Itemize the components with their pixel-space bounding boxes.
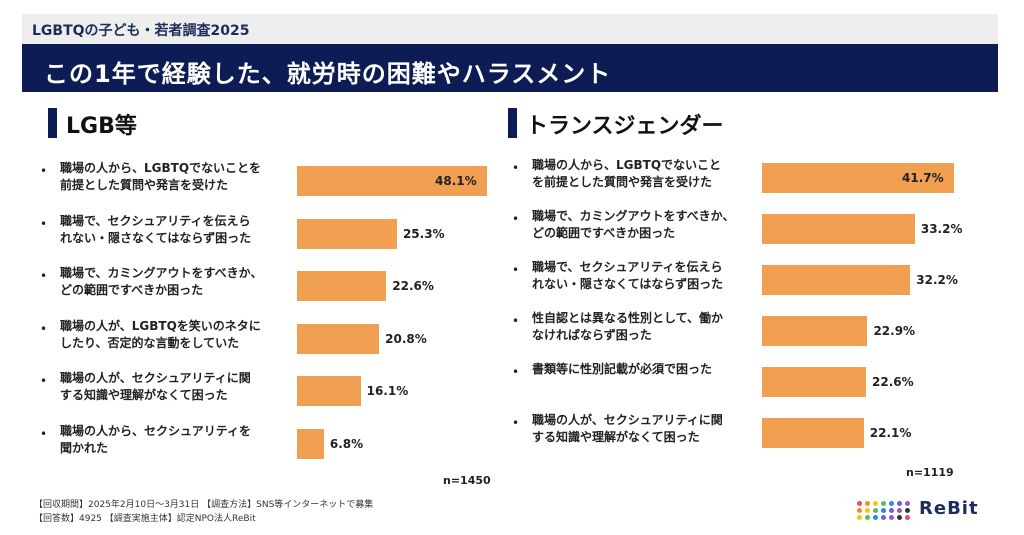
bar-1 [762, 214, 915, 244]
series-bar [22, 14, 998, 44]
logo-dot [865, 501, 870, 506]
category-label-2: 職場で、セクシュアリティを伝えら れない・隠さなくてはならず困った [532, 260, 724, 291]
bullet-3: • [40, 321, 48, 336]
logo-dot [897, 508, 902, 513]
section-marker-right [508, 108, 517, 138]
n-label-right: n=1119 [906, 466, 954, 479]
logo-dot [873, 501, 878, 506]
logo-dot [873, 515, 878, 520]
bar-3 [762, 316, 868, 346]
category-label-3: 性自認とは異なる性別として、働か なければならず困った [532, 311, 724, 342]
bar-0 [297, 166, 487, 196]
category-label-5: 職場の人が、セクシュアリティに関 する知識や理解がなくて困った [532, 413, 723, 444]
category-label-0: 職場の人から、LGBTQでないこと を前提とした質問や発言を受けた [532, 158, 722, 189]
category-label-4: 書類等に性別記載が必須で困った [532, 362, 713, 376]
value-label-1: 25.3% [402, 226, 445, 241]
value-label-0: 41.7% [902, 171, 944, 185]
value-label-0: 48.1% [435, 174, 477, 188]
category-label-3: 職場の人が、LGBTQを笑いのネタに したり、否定的な言動をしていた [60, 318, 261, 350]
logo-dot [897, 501, 902, 506]
value-label-3: 20.8% [385, 331, 427, 346]
page-title: この1年で経験した、就労時の困難やハラスメント [44, 60, 612, 88]
rebit-logo-dots-icon [857, 500, 913, 520]
bullet-2: • [40, 269, 48, 283]
bar-5 [297, 428, 324, 459]
bullet-5: • [40, 426, 48, 441]
logo-dot [857, 508, 862, 513]
section-title-right: トランスジェンダー [526, 114, 724, 139]
bar-0 [762, 163, 954, 193]
section-marker-left [48, 108, 57, 138]
value-label-4: 22.6% [872, 375, 914, 389]
logo-dot [889, 501, 894, 506]
bar-1 [297, 218, 397, 249]
bar-5 [762, 418, 864, 448]
bullet-1: • [40, 216, 48, 231]
logo-dot [881, 515, 886, 520]
logo-dot [889, 515, 894, 520]
value-label-5: 22.1% [869, 426, 912, 440]
logo-dot [857, 501, 862, 506]
bullet-0: • [512, 161, 520, 175]
section-title-left: LGB等 [66, 114, 137, 139]
category-label-1: 職場で、カミングアウトをすべきか、 どの範囲ですべきか困った [532, 209, 735, 240]
survey-count-note: 【回答数】4925 【調査実施主体】認定NPO法人ReBit [34, 514, 256, 524]
series-title: LGBTQの子ども・若者調査2025 [32, 23, 250, 39]
category-label-1: 職場で、セクシュアリティを伝えら れない・隠さなくてはならず困った [60, 213, 252, 245]
bar-4 [762, 367, 867, 397]
value-label-2: 32.2% [916, 273, 958, 287]
logo-dot [881, 508, 886, 513]
bullet-0: • [40, 164, 48, 178]
bullet-4: • [512, 365, 520, 379]
logo-dot [905, 515, 910, 520]
bullet-1: • [512, 212, 520, 226]
value-label-2: 22.6% [392, 279, 434, 293]
category-label-2: 職場で、カミングアウトをすべきか、 どの範囲ですべきか困った [60, 266, 263, 297]
logo-dot [857, 515, 862, 520]
n-label-left: n=1450 [443, 474, 491, 487]
bullet-5: • [512, 416, 520, 430]
value-label-3: 22.9% [873, 324, 916, 338]
bar-2 [297, 271, 387, 301]
value-label-1: 33.2% [920, 222, 963, 236]
logo-dot [881, 501, 886, 506]
bar-3 [297, 323, 380, 354]
rebit-logo: ReBit [857, 498, 997, 520]
bar-4 [297, 376, 361, 406]
bullet-3: • [512, 314, 520, 328]
logo-dot [889, 508, 894, 513]
category-label-4: 職場の人が、セクシュアリティに関 する知識や理解がなくて困った [60, 371, 251, 402]
bullet-4: • [40, 374, 48, 388]
logo-dot [865, 508, 870, 513]
category-label-5: 職場の人から、セクシュアリティを 聞かれた [60, 423, 252, 455]
category-label-0: 職場の人から、LGBTQでないことを 前提とした質問や発言を受けた [60, 161, 262, 192]
logo-dot [905, 508, 910, 513]
title-banner [22, 44, 998, 92]
rebit-logo-text: ReBit [919, 498, 979, 519]
survey-period-note: 【回収期間】2025年2月10日〜3月31日 【調査方法】SNS等インターネット… [34, 500, 374, 510]
logo-dot [905, 501, 910, 506]
logo-dot [897, 515, 902, 520]
value-label-4: 16.1% [366, 384, 409, 398]
bullet-2: • [512, 263, 520, 277]
value-label-5: 6.8% [329, 436, 364, 451]
logo-dot [873, 508, 878, 513]
bar-2 [762, 265, 911, 295]
logo-dot [865, 515, 870, 520]
